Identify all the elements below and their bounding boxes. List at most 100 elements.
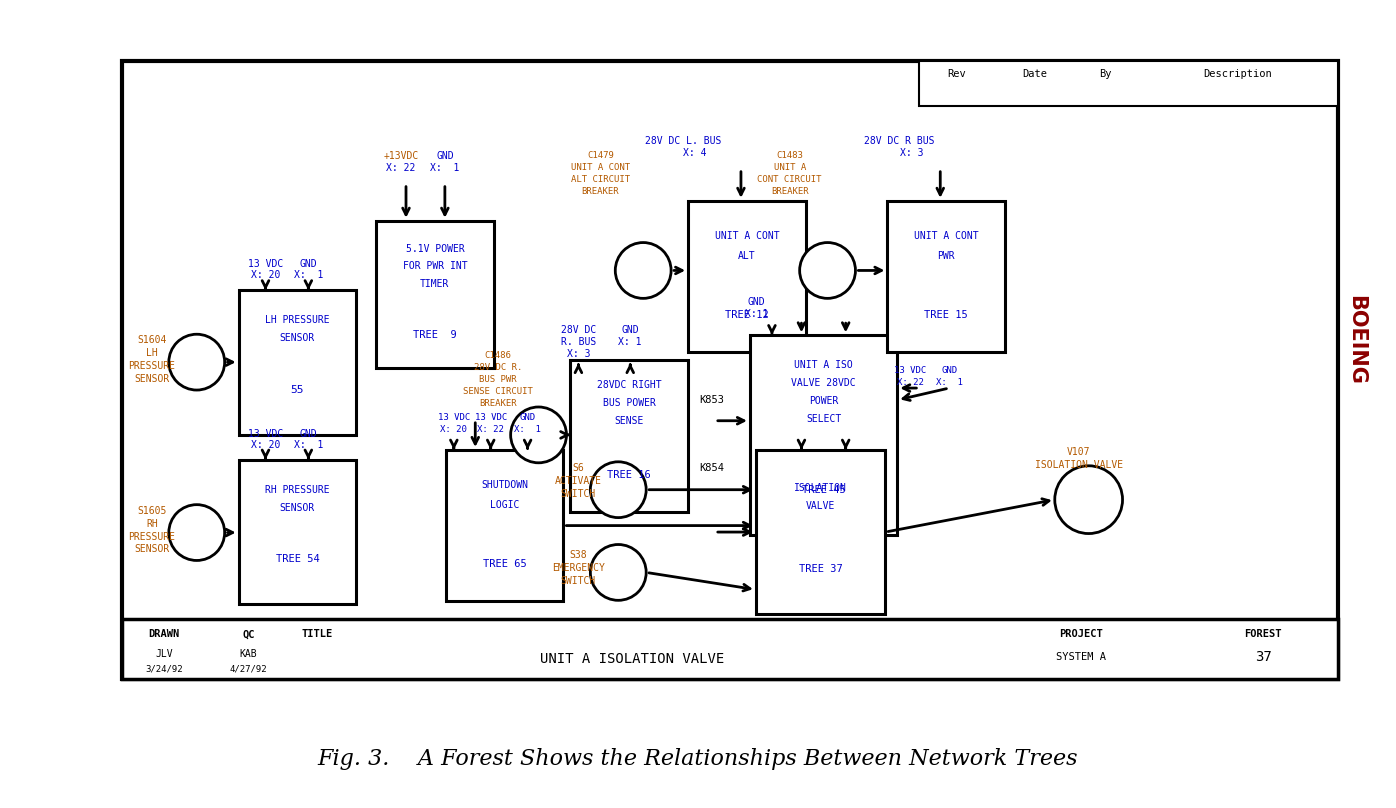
Text: X:  1: X: 1: [293, 440, 322, 450]
Text: ACTIVATE: ACTIVATE: [556, 476, 602, 486]
Text: EMERGENCY: EMERGENCY: [551, 563, 604, 574]
Text: ISOLATION VALVE: ISOLATION VALVE: [1034, 460, 1122, 469]
Text: TREE 12: TREE 12: [725, 310, 769, 320]
Text: FOREST: FOREST: [1244, 629, 1282, 639]
Text: SENSOR: SENSOR: [279, 503, 315, 512]
Text: X:  1: X: 1: [293, 271, 322, 280]
Text: X: 22: X: 22: [387, 163, 416, 173]
Text: SENSOR: SENSOR: [279, 333, 315, 343]
Text: DRAWN: DRAWN: [148, 629, 180, 639]
Text: ISOLATION: ISOLATION: [794, 482, 847, 493]
Text: TREE 16: TREE 16: [607, 469, 651, 480]
Text: X: 1: X: 1: [745, 309, 769, 319]
Text: TREE 45: TREE 45: [801, 485, 846, 494]
Text: 3/24/92: 3/24/92: [145, 665, 183, 674]
Text: X:  1: X: 1: [430, 163, 459, 173]
Text: 4/27/92: 4/27/92: [230, 665, 268, 674]
Text: X: 3: X: 3: [899, 148, 923, 158]
Circle shape: [1055, 465, 1122, 533]
Text: 28V DC R BUS: 28V DC R BUS: [864, 136, 934, 146]
Bar: [919, 61, 1337, 106]
Text: PRESSURE: PRESSURE: [128, 361, 176, 371]
Bar: [755, 450, 885, 614]
Bar: [239, 290, 356, 435]
Text: X:  1: X: 1: [514, 425, 542, 435]
Text: 55: 55: [290, 385, 304, 395]
Text: 13 VDC: 13 VDC: [248, 259, 283, 270]
Text: X: 1: X: 1: [618, 337, 642, 347]
Text: ALT CIRCUIT: ALT CIRCUIT: [571, 175, 630, 184]
Text: UNIT A ISOLATION VALVE: UNIT A ISOLATION VALVE: [540, 652, 725, 666]
Text: GND: GND: [300, 259, 317, 270]
Text: LH PRESSURE: LH PRESSURE: [265, 315, 329, 326]
Circle shape: [591, 545, 646, 600]
Text: R. BUS: R. BUS: [561, 337, 596, 347]
Text: 13 VDC: 13 VDC: [248, 429, 283, 439]
Text: UNIT A CONT: UNIT A CONT: [914, 230, 979, 241]
Text: BREAKER: BREAKER: [771, 187, 808, 196]
Text: TREE 65: TREE 65: [483, 559, 526, 570]
Text: +13VDC: +13VDC: [384, 151, 419, 161]
Text: LH: LH: [147, 348, 158, 358]
Bar: [121, 61, 1337, 679]
Text: UNIT A ISO: UNIT A ISO: [794, 360, 853, 370]
Text: X: 20: X: 20: [440, 425, 468, 435]
Circle shape: [800, 242, 856, 298]
Bar: [750, 335, 898, 535]
Text: UNIT A CONT: UNIT A CONT: [715, 230, 779, 241]
Text: CONT CIRCUIT: CONT CIRCUIT: [758, 175, 822, 184]
Text: BREAKER: BREAKER: [582, 187, 620, 196]
Bar: [688, 200, 805, 352]
Text: SWITCH: SWITCH: [561, 576, 596, 587]
Text: FOR PWR INT: FOR PWR INT: [402, 262, 468, 271]
Text: 13 VDC: 13 VDC: [895, 365, 927, 375]
Text: BUS PWR: BUS PWR: [479, 375, 517, 384]
Text: ALT: ALT: [738, 250, 755, 260]
Text: 37: 37: [1255, 650, 1272, 664]
Text: X:  1: X: 1: [935, 377, 963, 386]
Text: SENSOR: SENSOR: [134, 545, 169, 554]
Text: TREE 54: TREE 54: [275, 554, 320, 565]
Text: TIMER: TIMER: [420, 280, 450, 289]
Text: GND: GND: [941, 365, 958, 375]
Text: PROJECT: PROJECT: [1058, 629, 1103, 639]
Bar: [376, 221, 494, 368]
Text: X: 4: X: 4: [683, 148, 706, 158]
Text: X: 22: X: 22: [896, 377, 924, 386]
Text: SENSE CIRCUIT: SENSE CIRCUIT: [462, 386, 533, 396]
Text: BREAKER: BREAKER: [479, 398, 517, 407]
Text: KAB: KAB: [240, 649, 257, 659]
Text: S1604: S1604: [137, 335, 166, 345]
Circle shape: [169, 505, 225, 561]
Text: 13 VDC: 13 VDC: [438, 414, 470, 423]
Text: LOGIC: LOGIC: [490, 499, 519, 510]
Text: X: 20: X: 20: [251, 440, 281, 450]
Text: X: 3: X: 3: [567, 349, 591, 360]
Bar: [239, 460, 356, 604]
Text: POWER: POWER: [808, 396, 838, 406]
Text: By: By: [1099, 69, 1111, 78]
Text: SENSE: SENSE: [614, 416, 644, 426]
Text: GND: GND: [748, 297, 765, 307]
Text: GND: GND: [519, 414, 536, 423]
Text: TREE 15: TREE 15: [924, 310, 967, 320]
Text: X: 20: X: 20: [251, 271, 281, 280]
Text: Fig. 3.    A Forest Shows the Relationships Between Network Trees: Fig. 3. A Forest Shows the Relationships…: [318, 747, 1078, 770]
Text: C1479: C1479: [586, 151, 614, 160]
Text: V107: V107: [1067, 447, 1090, 457]
Circle shape: [511, 407, 567, 463]
Text: SYSTEM A: SYSTEM A: [1055, 652, 1106, 662]
Text: GND: GND: [436, 151, 454, 161]
Text: TREE  9: TREE 9: [413, 330, 456, 340]
Text: Date: Date: [1022, 69, 1047, 78]
Text: C1486: C1486: [484, 351, 511, 360]
Text: GND: GND: [621, 326, 639, 335]
Bar: [571, 360, 688, 511]
Bar: [888, 200, 1005, 352]
Text: SENSOR: SENSOR: [134, 374, 169, 384]
Bar: [121, 619, 1337, 679]
Text: UNIT A: UNIT A: [773, 163, 805, 172]
Text: PRESSURE: PRESSURE: [128, 532, 176, 541]
Text: GND: GND: [300, 429, 317, 439]
Circle shape: [169, 335, 225, 390]
